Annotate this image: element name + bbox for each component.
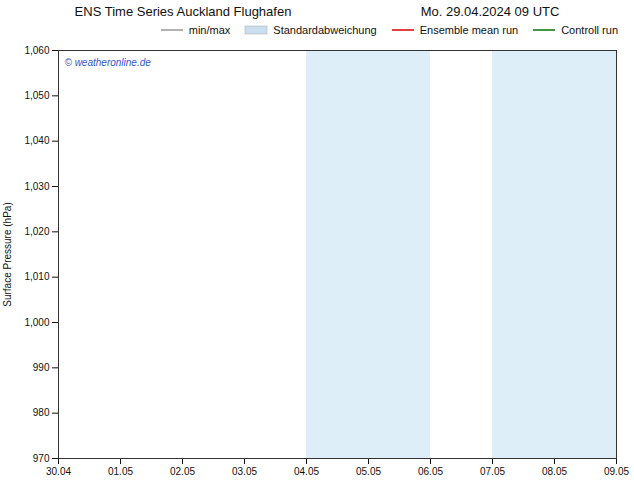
html-text:ENS Time Series Auckland Flugh: ENS Time Series Auckland Flughafen [74, 4, 292, 19]
svg-text:01.05: 01.05 [108, 466, 133, 477]
html-text:min/max: min/max [188, 24, 231, 36]
svg-text:1,000: 1,000 [24, 317, 49, 328]
html-text:Standardabweichung: Standardabweichung [273, 24, 377, 36]
html-text:Ensemble mean run: Ensemble mean run [419, 24, 519, 36]
svg-text:03.05: 03.05 [232, 466, 257, 477]
svg-text:06.05: 06.05 [418, 466, 443, 477]
svg-text:970: 970 [33, 453, 50, 464]
svg-text:02.05: 02.05 [170, 466, 195, 477]
svg-text:1,020: 1,020 [24, 226, 49, 237]
svg-text:30.04: 30.04 [46, 466, 71, 477]
svg-text:© weatheronline.de: © weatheronline.de [65, 57, 152, 68]
html-text:Controll run: Controll run [561, 24, 618, 36]
html-text:Mo. 29.04.2024 09 UTC: Mo. 29.04.2024 09 UTC [420, 4, 560, 19]
svg-text:1,040: 1,040 [24, 135, 49, 146]
svg-text:04.05: 04.05 [294, 466, 319, 477]
svg-text:1,050: 1,050 [24, 90, 49, 101]
svg-text:Surface Pressure (hPa): Surface Pressure (hPa) [2, 202, 13, 307]
svg-text:07.05: 07.05 [480, 466, 505, 477]
svg-text:1,060: 1,060 [24, 45, 49, 56]
svg-text:05.05: 05.05 [356, 466, 381, 477]
svg-text:09.05: 09.05 [604, 466, 629, 477]
svg-text:980: 980 [33, 407, 50, 418]
svg-text:1,010: 1,010 [24, 271, 49, 282]
svg-text:08.05: 08.05 [542, 466, 567, 477]
svg-text:1,030: 1,030 [24, 181, 49, 192]
svg-text:990: 990 [33, 362, 50, 373]
